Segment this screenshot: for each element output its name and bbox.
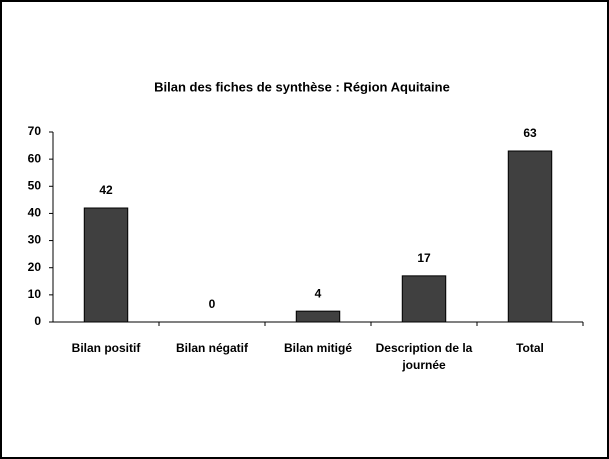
- bar: [83, 207, 129, 323]
- x-tick-label: Bilan négatif: [176, 341, 249, 355]
- x-tick-label: Total: [516, 341, 544, 355]
- data-label: 4: [315, 286, 322, 300]
- y-tick-label: 20: [28, 260, 42, 274]
- data-label: 63: [523, 126, 537, 140]
- bar: [401, 275, 447, 323]
- y-tick-label: 60: [28, 151, 42, 165]
- x-tick-label: Description de la journée: [376, 341, 473, 372]
- chart-title: Bilan des fiches de synthèse : Région Aq…: [154, 79, 450, 94]
- y-tick-label: 40: [28, 206, 42, 220]
- data-label: 17: [417, 251, 431, 265]
- y-tick-label: 10: [28, 287, 42, 301]
- y-tick-label: 0: [34, 314, 41, 328]
- x-tick-label: Bilan mitigé: [284, 341, 352, 355]
- data-label: 42: [99, 183, 113, 197]
- y-tick-label: 70: [28, 124, 42, 138]
- x-tick-label: Bilan positif: [72, 341, 142, 355]
- bar: [295, 310, 341, 323]
- y-tick-label: 30: [28, 233, 42, 247]
- y-tick-label: 50: [28, 178, 42, 192]
- data-label: 0: [209, 297, 216, 311]
- bar: [507, 150, 553, 323]
